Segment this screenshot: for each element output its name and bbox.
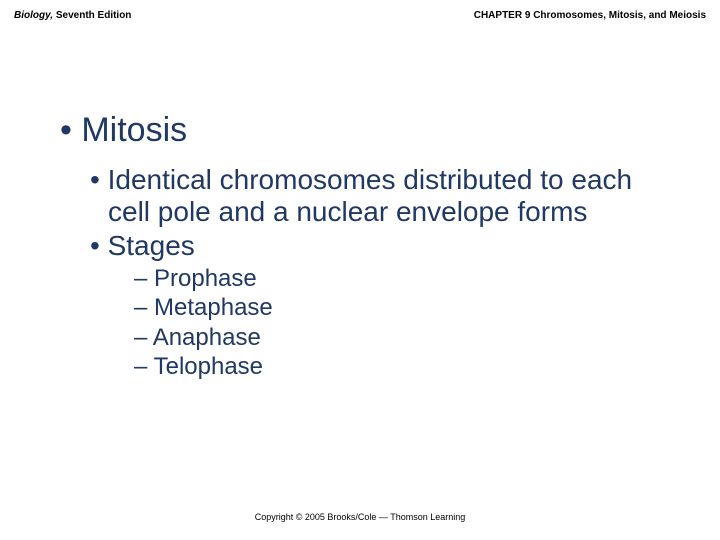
copyright-footer: Copyright © 2005 Brooks/Cole — Thomson L… bbox=[0, 512, 720, 522]
sub-bullet-1: Identical chromosomes distributed to eac… bbox=[60, 164, 680, 228]
header-left: Biology, Seventh Edition bbox=[14, 10, 131, 21]
book-title-italic: Biology, bbox=[14, 10, 53, 21]
stage-4: Telophase bbox=[60, 353, 680, 381]
stage-2: Metaphase bbox=[60, 294, 680, 322]
stage-3: Anaphase bbox=[60, 324, 680, 352]
stage-1: Prophase bbox=[60, 265, 680, 293]
slide-content: Mitosis Identical chromosomes distribute… bbox=[0, 21, 720, 381]
book-edition: Seventh Edition bbox=[53, 10, 131, 21]
sub-bullet-2: Stages bbox=[60, 230, 680, 262]
slide-header: Biology, Seventh Edition CHAPTER 9 Chrom… bbox=[0, 0, 720, 21]
main-bullet: Mitosis bbox=[60, 111, 680, 150]
chapter-title: CHAPTER 9 Chromosomes, Mitosis, and Meio… bbox=[474, 10, 706, 21]
